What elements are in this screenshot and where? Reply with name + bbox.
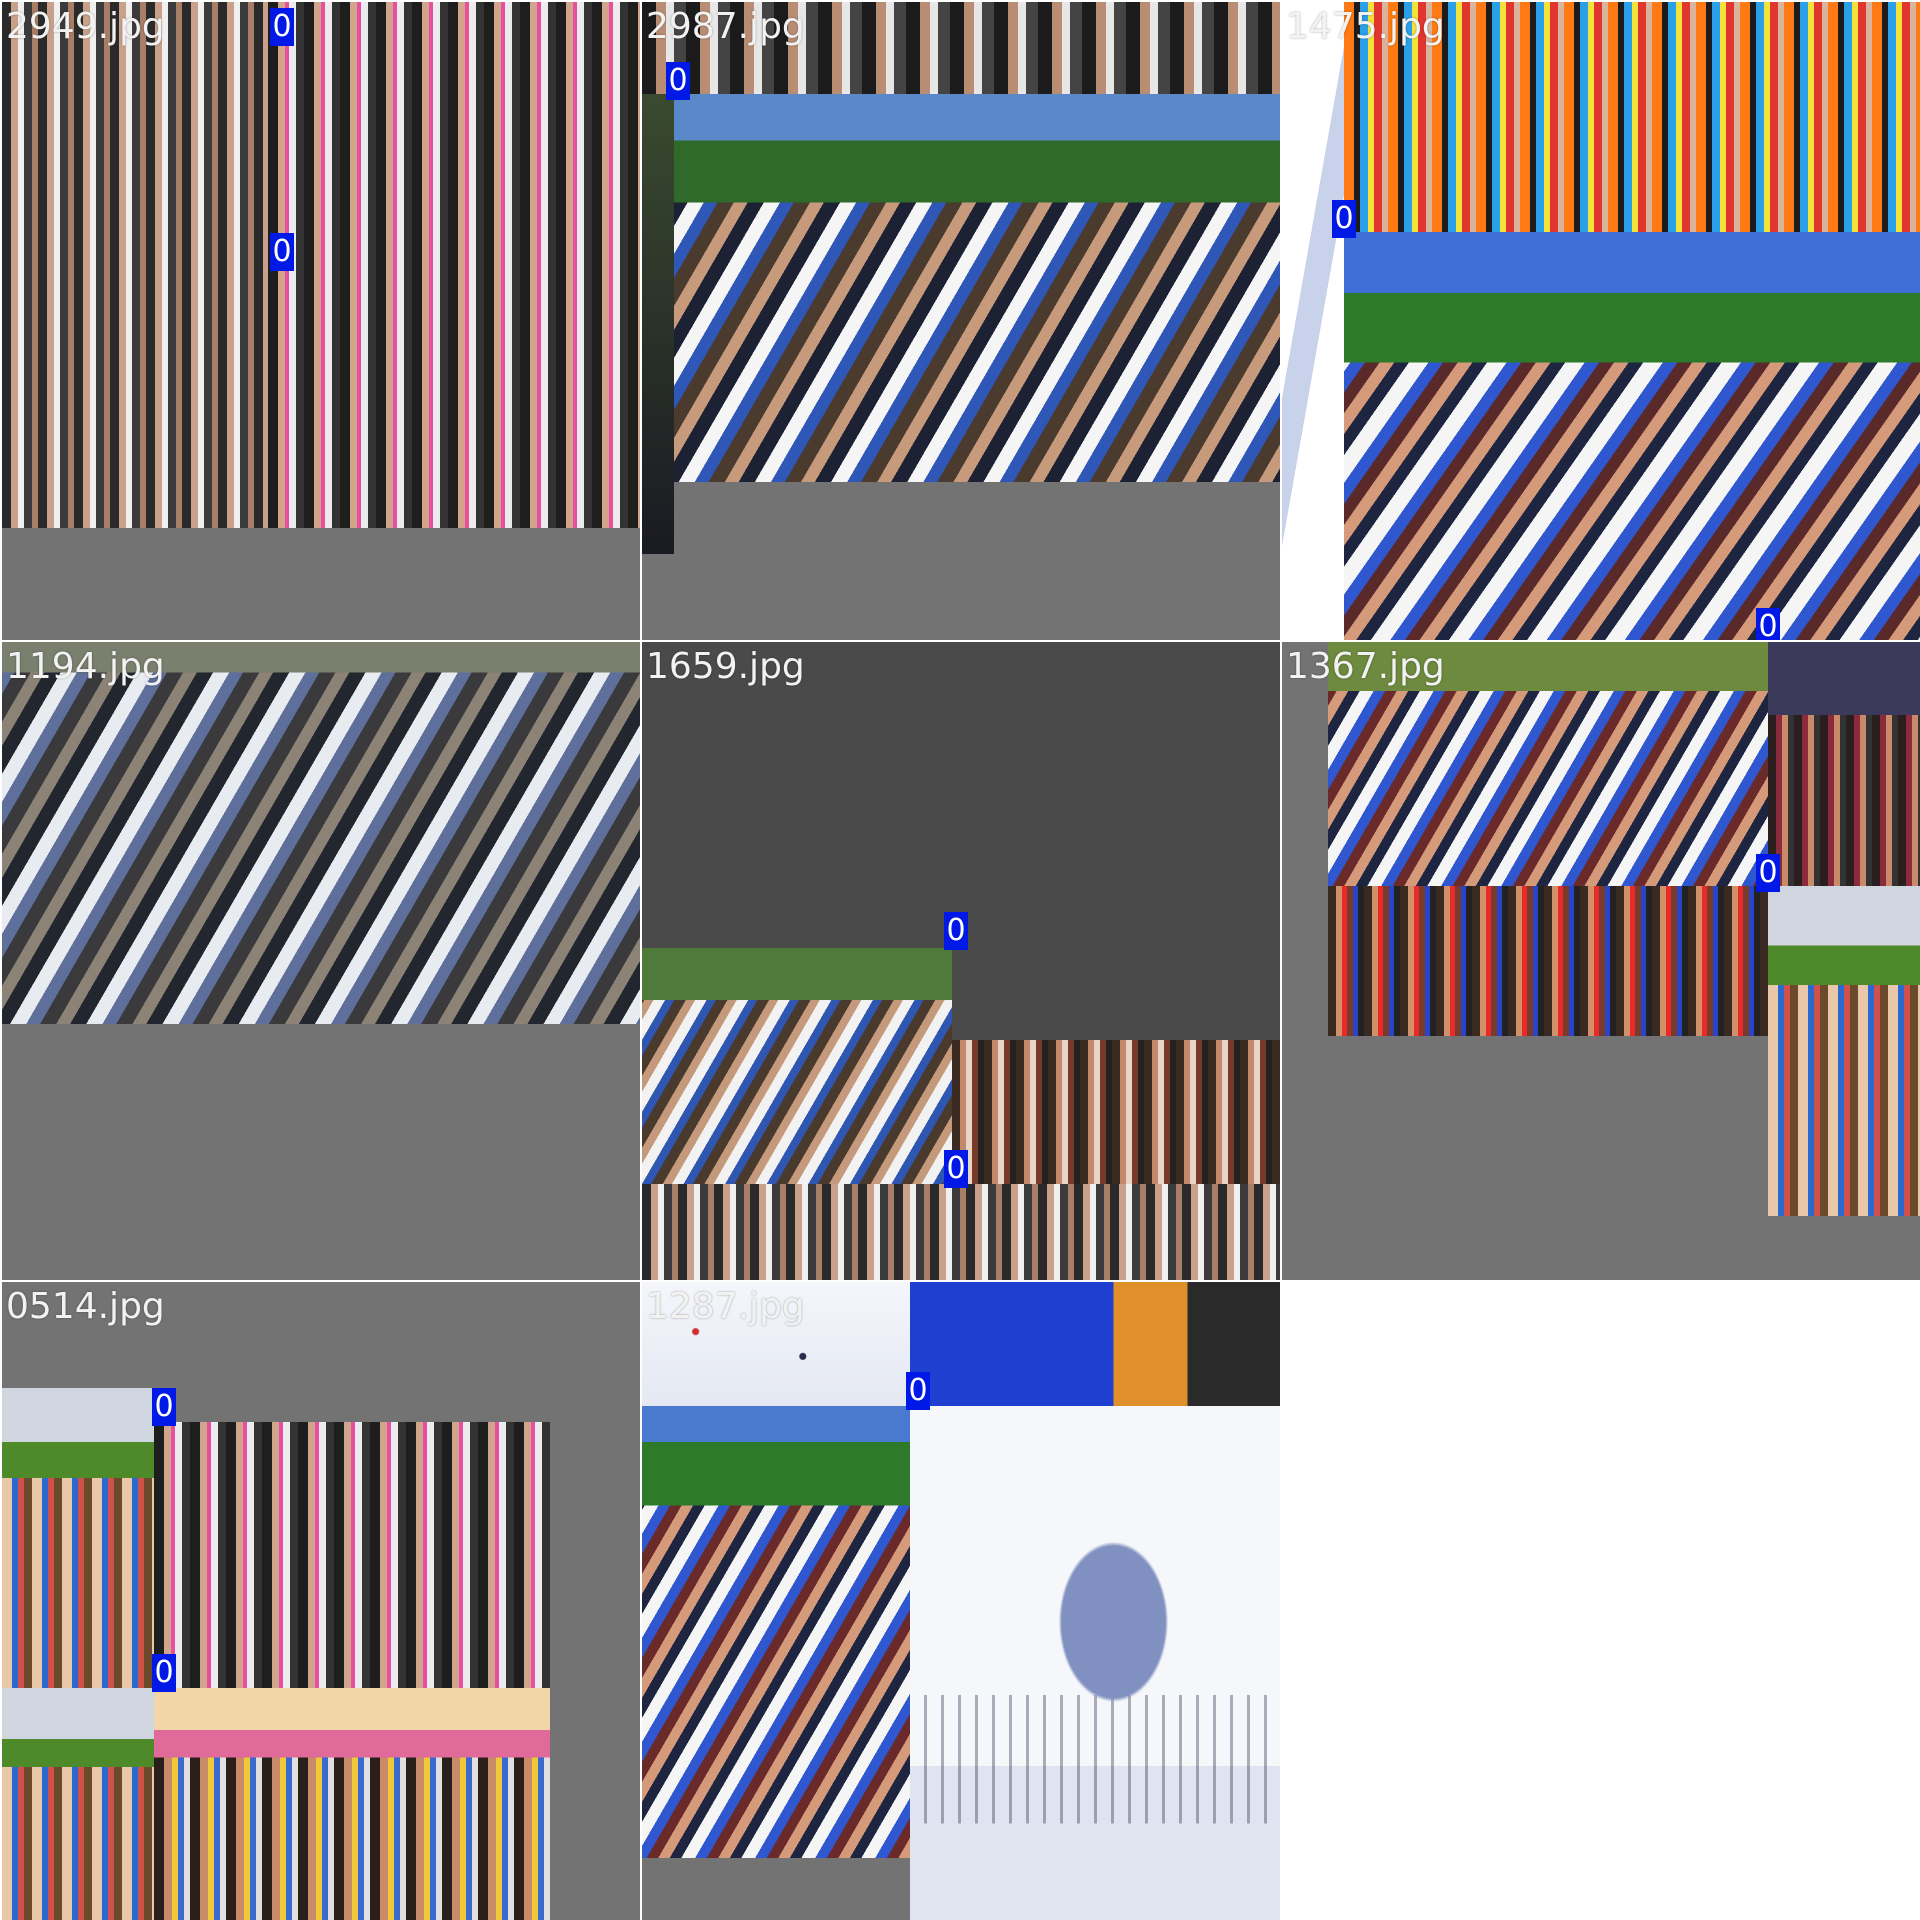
empty-grid-cell <box>1282 1282 1920 1920</box>
tile-filename: 1367.jpg <box>1286 646 1445 687</box>
tile-filename: 2987.jpg <box>646 6 805 47</box>
mosaic-tile-1475: 1475.jpg 0 0 <box>1282 2 1920 640</box>
crowd-photo <box>268 266 640 528</box>
crowd-photo <box>2 266 268 528</box>
class-label-badge: 0 <box>666 62 690 100</box>
mosaic-tile-0514: 0514.jpg 0 0 <box>2 1282 640 1920</box>
tile-filename: 1659.jpg <box>646 646 805 687</box>
tile-filename: 2949.jpg <box>6 6 165 47</box>
flag-rally-photo <box>642 1406 910 1858</box>
crowd-photo <box>952 1040 1280 1184</box>
class-label-badge: 0 <box>906 1372 930 1410</box>
tile-filename: 1194.jpg <box>6 646 165 687</box>
snow-photo <box>1282 2 1344 640</box>
mosaic-tile-1194: 1194.jpg <box>2 642 640 1280</box>
class-label-badge: 0 <box>944 912 968 950</box>
flag-rally-photo <box>1328 642 1768 886</box>
class-label-badge: 0 <box>270 233 294 271</box>
crowd-photo <box>2 2 268 266</box>
crowd-photo <box>154 1422 550 1688</box>
street-cafe-photo <box>154 1688 550 1920</box>
class-label-badge: 0 <box>1756 854 1780 892</box>
ski-resort-photo <box>910 1406 1280 1920</box>
ski-slope-photo <box>642 1282 910 1406</box>
tile-filename: 1475.jpg <box>1286 6 1445 47</box>
mosaic-tile-1659: 1659.jpg 0 0 <box>642 642 1280 1280</box>
crowd-photo <box>642 2 1280 94</box>
mosaic-tile-1367: 1367.jpg 0 <box>1282 642 1920 1280</box>
crowd-photo <box>642 1184 1280 1280</box>
flag-rally-photo <box>1344 232 1920 640</box>
class-label-badge: 0 <box>270 8 294 46</box>
flag-rally-photo <box>642 94 674 554</box>
tile-filename: 1287.jpg <box>646 1286 805 1327</box>
class-label-badge: 0 <box>1756 608 1780 640</box>
street-cafe-photo <box>2 1388 154 1688</box>
class-label-badge: 0 <box>944 1150 968 1188</box>
crowd-photo <box>1768 642 1920 886</box>
crowd-photo <box>268 2 640 266</box>
flag-rally-photo <box>2 642 640 1024</box>
crowd-photo <box>910 1282 1280 1406</box>
street-cafe-photo <box>2 1688 154 1920</box>
class-label-badge: 0 <box>152 1654 176 1692</box>
class-label-badge: 0 <box>1332 200 1356 238</box>
class-label-badge: 0 <box>152 1388 176 1426</box>
flag-rally-photo <box>674 94 1280 482</box>
crowd-photo <box>1328 886 1768 1036</box>
mosaic-tile-2987: 2987.jpg 0 <box>642 2 1280 640</box>
marathon-photo <box>1344 2 1920 232</box>
flag-rally-photo <box>642 948 952 1184</box>
tile-filename: 0514.jpg <box>6 1286 165 1327</box>
mosaic-tile-2949: 2949.jpg 0 0 <box>2 2 640 640</box>
street-cafe-photo <box>1768 886 1920 1216</box>
mosaic-tile-1287: 1287.jpg 0 <box>642 1282 1280 1920</box>
